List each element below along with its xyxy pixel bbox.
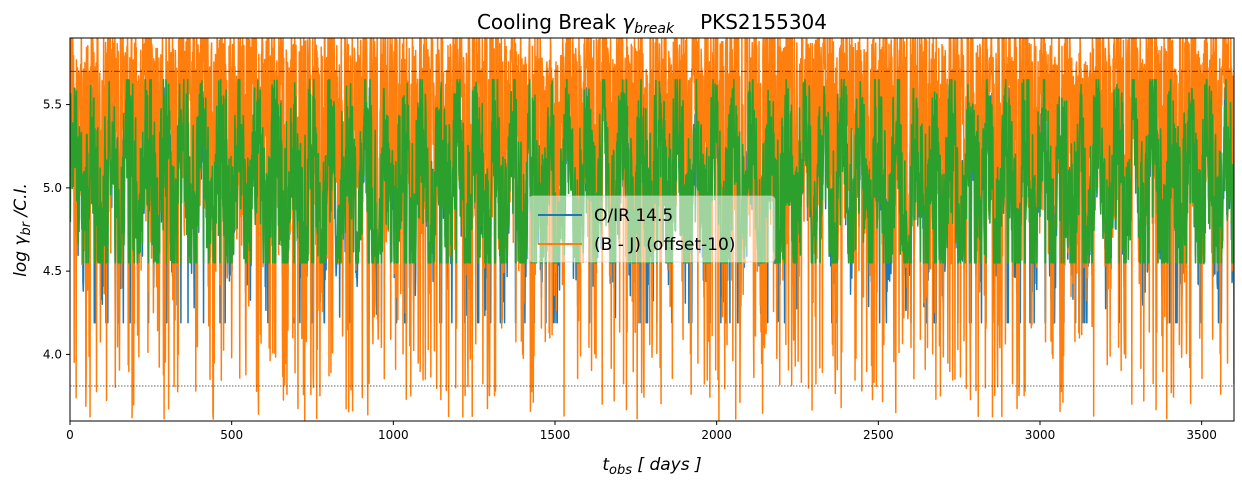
x-label-rest: [ days ] xyxy=(632,455,702,475)
y-axis-label: log γbr /C.I. xyxy=(11,183,34,277)
title-symbol: γ xyxy=(622,10,635,34)
title-subscript: break xyxy=(634,21,675,37)
x-tick-label: 1000 xyxy=(378,428,409,442)
legend: O/IR 14.5 (B - J) (offset-10) xyxy=(528,195,776,263)
x-label-sub: obs xyxy=(609,463,632,478)
y-tick-label: 4.5 xyxy=(43,264,62,278)
legend-box xyxy=(528,195,776,263)
y-label-sub: br xyxy=(19,220,34,235)
x-axis-ticks: 0 500 1000 1500 2000 2500 3000 3500 xyxy=(66,421,1217,442)
x-label-base: t xyxy=(602,455,610,475)
x-tick-label: 2500 xyxy=(863,428,894,442)
legend-label-oir: O/IR 14.5 xyxy=(594,206,673,226)
series-green-line xyxy=(70,78,1234,264)
y-axis-ticks: 4.0 4.5 5.0 5.5 xyxy=(43,98,70,361)
reference-lines xyxy=(70,70,1234,387)
y-tick-label: 4.0 xyxy=(43,347,62,361)
title-prefix: Cooling Break xyxy=(477,10,622,34)
y-tick-label: 5.5 xyxy=(43,98,62,112)
plot-frame xyxy=(69,37,1235,422)
legend-label-bj: (B - J) (offset-10) xyxy=(594,235,735,255)
x-tick-label: 500 xyxy=(220,428,243,442)
y-label-rest: /C.I. xyxy=(11,183,31,222)
plot-area xyxy=(70,38,1234,421)
x-axis-label: tobs [ days ] xyxy=(602,455,701,478)
x-tick-label: 0 xyxy=(66,428,74,442)
x-tick-label: 3500 xyxy=(1186,428,1217,442)
x-tick-label: 2000 xyxy=(701,428,732,442)
x-tick-label: 3000 xyxy=(1025,428,1056,442)
y-label-pre: log γ xyxy=(11,235,31,277)
y-tick-label: 5.0 xyxy=(43,181,62,195)
chart-title: Cooling Break γbreak PKS2155304 xyxy=(477,10,827,37)
title-suffix: PKS2155304 xyxy=(700,10,827,34)
x-tick-label: 1500 xyxy=(540,428,571,442)
